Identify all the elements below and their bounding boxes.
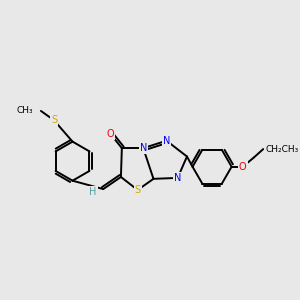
Text: N: N [140, 143, 147, 153]
Text: O: O [107, 129, 115, 139]
Text: H: H [89, 187, 97, 197]
Text: CH₃: CH₃ [17, 106, 34, 116]
Text: N: N [163, 136, 170, 146]
Text: CH₂CH₃: CH₂CH₃ [265, 145, 298, 154]
Text: O: O [239, 162, 247, 172]
Text: S: S [51, 115, 57, 125]
Text: S: S [135, 185, 141, 195]
Text: N: N [174, 173, 181, 183]
